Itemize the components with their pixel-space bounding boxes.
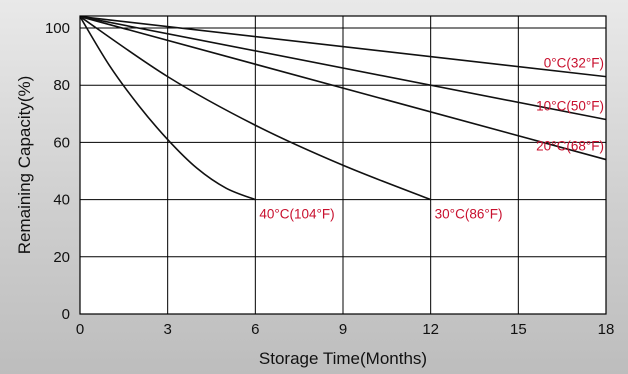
x-tick-label: 0 (76, 321, 84, 338)
y-axis-title: Remaining Capacity(%) (15, 76, 34, 255)
x-tick-label: 9 (339, 321, 347, 338)
series-line (79, 15, 607, 161)
series-label: 30°C(86°F) (435, 207, 503, 222)
series-label: 10°C(50°F) (536, 99, 604, 114)
y-tick-label: 40 (53, 192, 70, 209)
series-label: 0°C(32°F) (544, 56, 604, 71)
series-label: 40°C(104°F) (259, 207, 334, 222)
tick-labels: 0 3 6 9 12 15 18 0 20 40 60 80 100 (45, 20, 614, 338)
y-tick-label: 20 (53, 249, 70, 266)
plot-frame (79, 15, 607, 315)
x-axis-title: Storage Time(Months) (259, 349, 427, 368)
x-tick-label: 18 (598, 321, 615, 338)
series-line (79, 15, 607, 121)
series-lines (79, 15, 607, 201)
x-tick-label: 15 (510, 321, 527, 338)
series-label: 20°C(68°F) (536, 139, 604, 154)
axes (79, 15, 607, 315)
x-tick-label: 12 (422, 321, 439, 338)
y-tick-label: 0 (62, 306, 70, 323)
series-line (79, 15, 607, 78)
y-tick-label: 60 (53, 134, 70, 151)
y-tick-label: 80 (53, 77, 70, 94)
series-line (79, 16, 256, 201)
x-tick-label: 3 (163, 321, 171, 338)
y-tick-label: 100 (45, 20, 70, 37)
series-labels: 0°C(32°F) 10°C(50°F) 20°C(68°F) 30°C(86°F) 4… (259, 56, 604, 222)
series-line (79, 15, 431, 201)
x-tick-label: 6 (251, 321, 259, 338)
